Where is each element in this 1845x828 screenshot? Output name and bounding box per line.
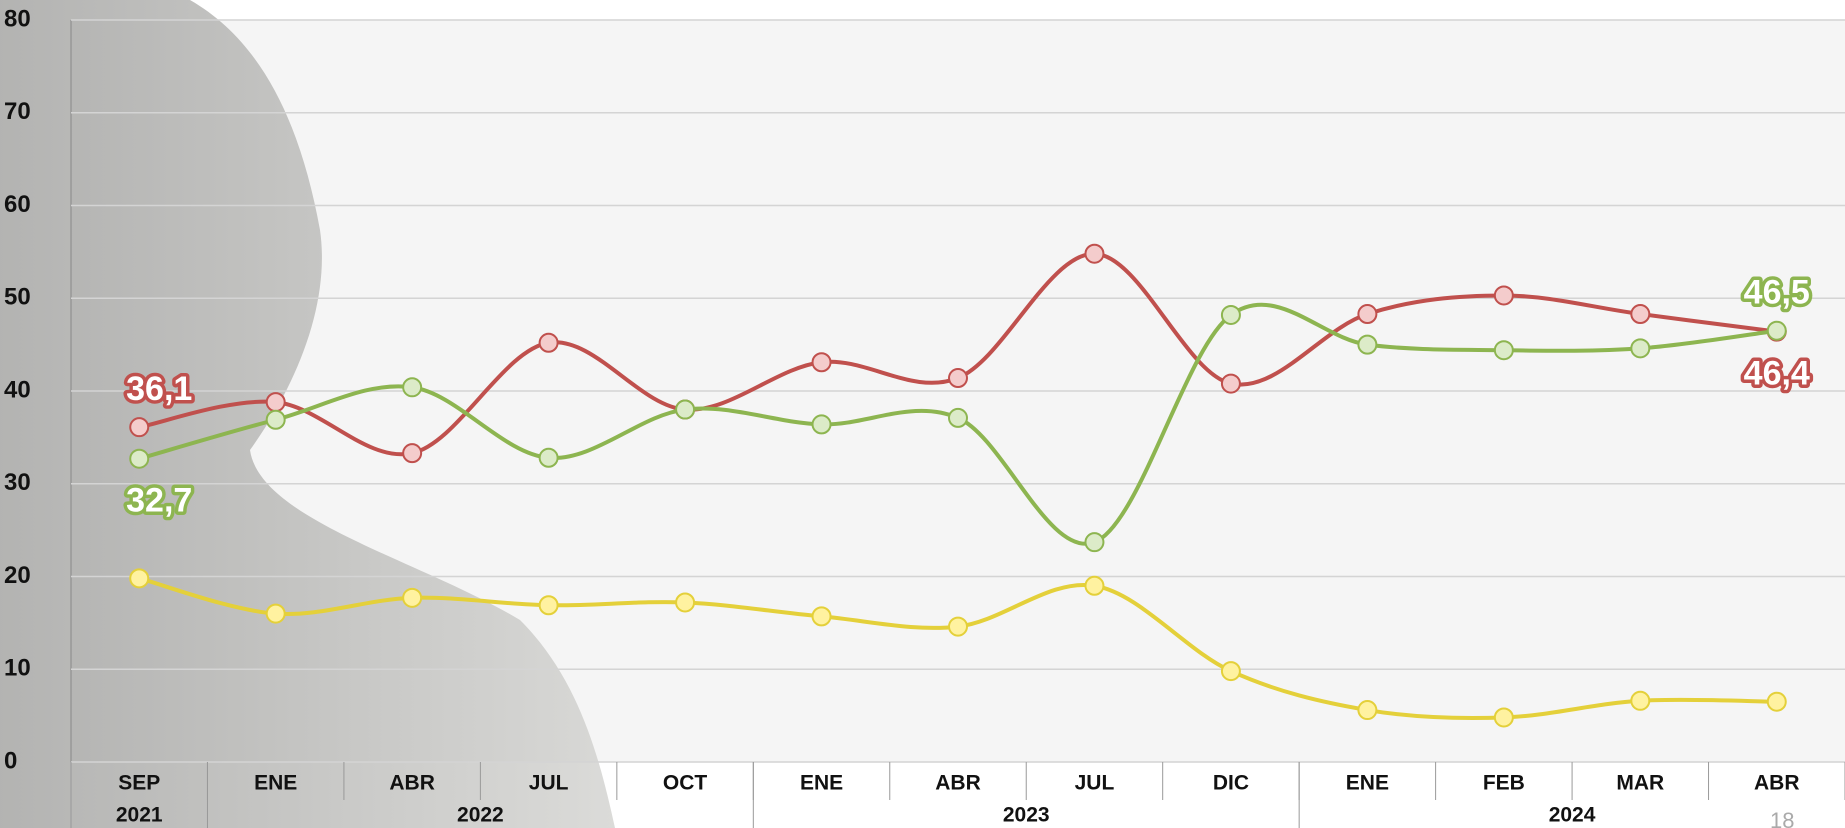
y-tick-label: 40 [4, 376, 31, 403]
y-tick-label: 30 [4, 469, 31, 496]
marker [129, 568, 150, 589]
y-tick-label: 0 [4, 747, 17, 774]
x-tick-label: DIC [1213, 772, 1249, 795]
marker [1493, 340, 1514, 361]
value-label: 32,7 [126, 482, 192, 520]
marker [948, 616, 968, 637]
group-label: 2024 [1549, 804, 1596, 827]
marker [1084, 575, 1105, 596]
y-tick-label: 70 [4, 98, 31, 125]
marker [948, 368, 968, 389]
marker [1357, 334, 1378, 355]
x-tick-label: SEP [118, 772, 160, 795]
x-tick-label: FEB [1483, 772, 1525, 795]
marker [675, 592, 696, 613]
x-tick-label: ENE [254, 772, 297, 795]
marker [1630, 338, 1651, 359]
marker [1630, 690, 1651, 711]
marker [538, 595, 559, 616]
marker [402, 587, 423, 608]
marker [948, 407, 968, 428]
value-label: 46,5 [1744, 274, 1810, 312]
marker [129, 448, 150, 469]
x-tick-label: OCT [663, 772, 708, 795]
marker [1630, 304, 1651, 325]
marker [1084, 532, 1105, 553]
marker [265, 603, 286, 624]
marker [675, 399, 696, 420]
marker [811, 606, 832, 627]
page-number: 18 [1770, 808, 1794, 828]
y-tick-label: 60 [4, 191, 31, 218]
marker [1766, 691, 1787, 712]
marker [402, 377, 423, 398]
marker [1493, 285, 1514, 306]
x-tick-label: ABR [935, 772, 981, 795]
marker [1220, 661, 1241, 682]
x-tick-label: MAR [1616, 772, 1664, 795]
x-tick-label: JUL [529, 772, 569, 795]
marker [1220, 304, 1241, 325]
y-tick-label: 20 [4, 562, 31, 589]
marker [402, 443, 423, 464]
marker [1766, 320, 1787, 341]
group-label: 2023 [1003, 804, 1050, 827]
marker [1357, 700, 1378, 721]
background-photo [0, 0, 615, 828]
group-label: 2021 [116, 804, 163, 827]
marker [811, 414, 832, 435]
group-label: 2022 [457, 804, 504, 827]
marker [1084, 243, 1105, 264]
value-label: 46,4 [1744, 355, 1810, 393]
marker [811, 352, 832, 373]
y-tick-label: 10 [4, 655, 31, 682]
marker [1493, 707, 1514, 728]
value-label: 36,1 [126, 370, 192, 408]
marker [265, 392, 286, 413]
x-tick-label: ABR [389, 772, 435, 795]
marker [265, 409, 286, 430]
marker [538, 447, 559, 468]
x-tick-label: ENE [800, 772, 843, 795]
x-tick-label: ENE [1346, 772, 1389, 795]
marker [1357, 304, 1378, 325]
x-tick-label: ABR [1754, 772, 1800, 795]
x-tick-label: JUL [1075, 772, 1115, 795]
y-tick-label: 80 [4, 5, 31, 32]
y-tick-label: 50 [4, 284, 31, 311]
marker [538, 332, 559, 353]
marker [1220, 373, 1241, 394]
marker [129, 417, 150, 438]
